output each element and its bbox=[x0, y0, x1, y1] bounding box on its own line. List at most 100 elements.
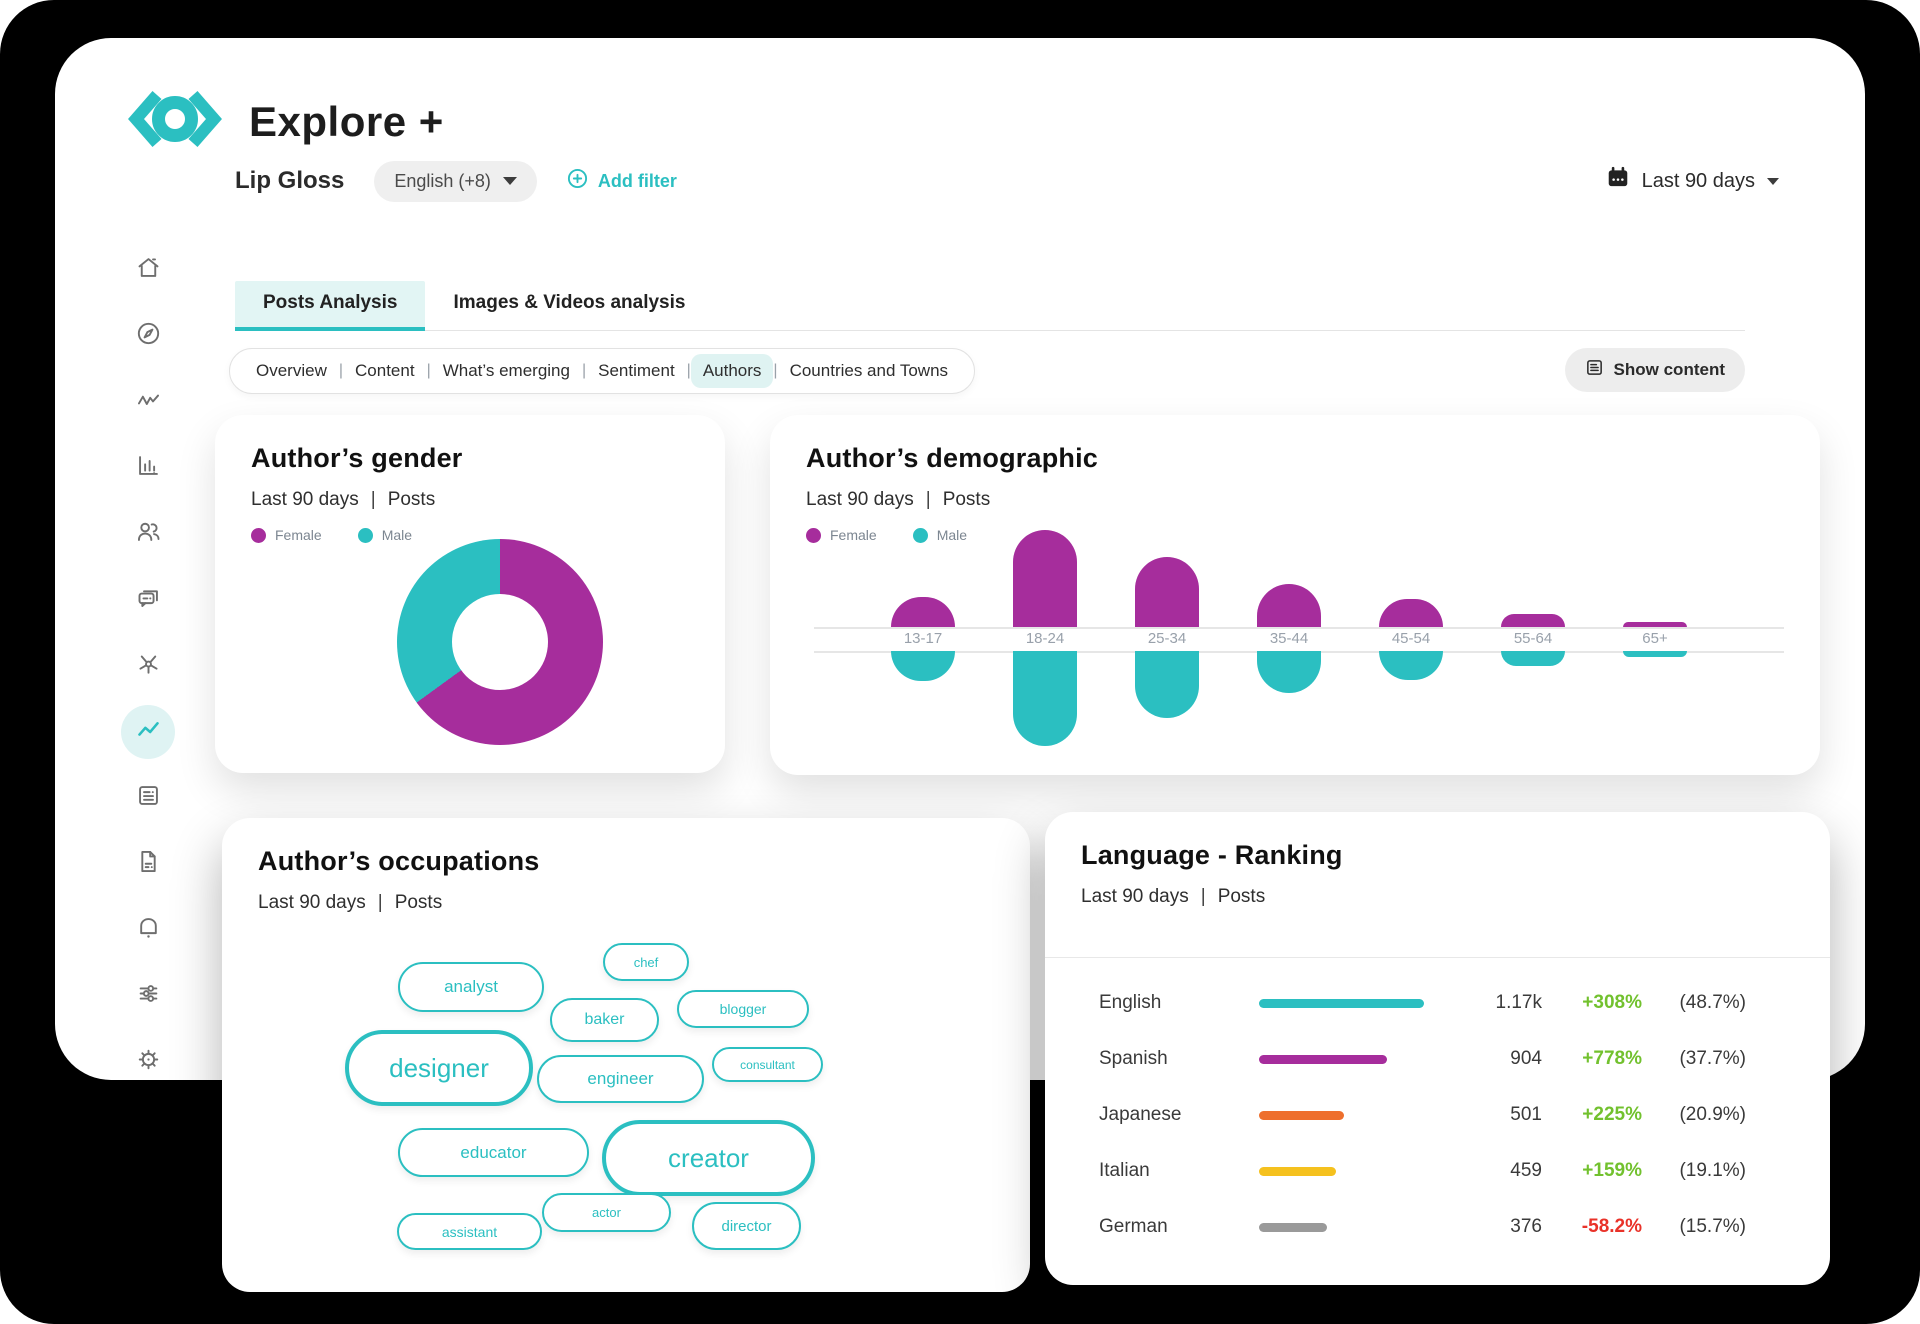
nav-item-whats-emerging[interactable]: What’s emerging bbox=[442, 361, 570, 380]
occupation-tag-analyst[interactable]: analyst bbox=[398, 962, 544, 1012]
sidebar-item-trends[interactable] bbox=[119, 699, 177, 765]
occupation-tag-educator[interactable]: educator bbox=[398, 1128, 589, 1177]
period-label: Last 90 days bbox=[1081, 886, 1189, 907]
male-dot-icon bbox=[357, 527, 373, 543]
demographic-bars: 13-17 18-24 25-34 35-44 45-54 55-64 65+ bbox=[862, 523, 1716, 763]
occupation-tag-creator[interactable]: creator bbox=[602, 1120, 815, 1196]
demo-group-55-64: 55-64 bbox=[1472, 523, 1594, 763]
occupation-tag-director[interactable]: director bbox=[692, 1202, 801, 1250]
change-percent: +159% bbox=[1582, 1160, 1642, 1181]
language-bar-zone bbox=[1259, 1110, 1449, 1120]
users-icon bbox=[135, 518, 162, 550]
language-values: 904 +778% (37.7%) bbox=[1449, 1048, 1830, 1070]
occupation-tag-blogger[interactable]: blogger bbox=[677, 990, 809, 1028]
posts-count: 376 bbox=[1510, 1216, 1542, 1237]
legend-label: Male bbox=[381, 527, 413, 543]
occupation-tag-assistant[interactable]: assistant bbox=[397, 1213, 542, 1250]
add-filter-button[interactable]: Add filter bbox=[567, 168, 677, 194]
metric-label: Posts bbox=[387, 489, 436, 510]
sidebar-item-activity[interactable] bbox=[119, 369, 177, 435]
date-range-dropdown[interactable]: Last 90 days bbox=[1606, 158, 1779, 204]
sidebar-item-home[interactable] bbox=[119, 237, 177, 303]
metric-label: Posts bbox=[394, 892, 443, 913]
tab-images-videos-analysis[interactable]: Images & Videos analysis bbox=[453, 292, 686, 313]
nav-item-countries-towns[interactable]: Countries and Towns bbox=[789, 361, 949, 380]
male-bar bbox=[891, 651, 955, 681]
metric-label: Posts bbox=[942, 489, 991, 510]
legend-label: Male bbox=[936, 527, 968, 543]
plus-circle-icon bbox=[567, 168, 588, 194]
age-label: 35-44 bbox=[1269, 630, 1309, 647]
pulse-icon bbox=[135, 386, 162, 418]
sidebar-item-explore[interactable] bbox=[119, 303, 177, 369]
card-language-ranking: Language - Ranking Last 90 days Posts En… bbox=[1045, 812, 1830, 1285]
sliders-icon bbox=[135, 980, 162, 1012]
sidebar-item-bar-chart[interactable] bbox=[119, 435, 177, 501]
occupation-tag-engineer[interactable]: engineer bbox=[537, 1055, 704, 1103]
female-bar bbox=[891, 597, 955, 627]
language-ranking-list: English 1.17k +308% (48.7%) Spanish 904 +77… bbox=[1045, 975, 1830, 1255]
sidebar-item-notifications[interactable] bbox=[119, 897, 177, 963]
age-label: 25-34 bbox=[1147, 630, 1187, 647]
demo-group-18-24: 18-24 bbox=[984, 523, 1106, 763]
sidebar-item-settings[interactable] bbox=[119, 1029, 177, 1095]
demographic-legend: Female Male bbox=[806, 527, 967, 543]
male-bar bbox=[1501, 651, 1565, 666]
network-icon bbox=[135, 650, 162, 682]
language-bar-zone bbox=[1259, 1166, 1449, 1176]
demographic-chart: 13-17 18-24 25-34 35-44 45-54 55-64 65+ bbox=[800, 523, 1790, 763]
age-label: 13-17 bbox=[903, 630, 943, 647]
period-label: Last 90 days bbox=[258, 892, 366, 913]
language-row-english: English 1.17k +308% (48.7%) bbox=[1045, 975, 1830, 1031]
language-values: 376 -58.2% (15.7%) bbox=[1449, 1216, 1830, 1238]
occupation-tag-actor[interactable]: actor bbox=[542, 1193, 671, 1232]
legend-item-female: Female bbox=[806, 527, 877, 543]
content-list-icon bbox=[1585, 358, 1604, 382]
sidebar-item-documents[interactable] bbox=[119, 831, 177, 897]
language-filter-dropdown[interactable]: English (+8) bbox=[374, 160, 537, 202]
share-percent: (15.7%) bbox=[1679, 1216, 1746, 1237]
age-label: 65+ bbox=[1642, 630, 1668, 647]
language-bar bbox=[1259, 1110, 1344, 1120]
nav-item-content[interactable]: Content bbox=[355, 361, 415, 380]
language-label: Italian bbox=[1099, 1160, 1150, 1181]
legend-label: Female bbox=[275, 527, 322, 543]
nav-item-authors[interactable]: Authors bbox=[690, 354, 774, 388]
sidebar-item-audience[interactable] bbox=[119, 501, 177, 567]
occupation-tag-baker[interactable]: baker bbox=[550, 998, 659, 1042]
posts-count: 501 bbox=[1510, 1104, 1542, 1125]
language-bar-zone bbox=[1259, 998, 1449, 1008]
card-title: Author’s occupations bbox=[258, 846, 540, 876]
language-row-italian: Italian 459 +159% (19.1%) bbox=[1045, 1143, 1830, 1199]
gear-icon bbox=[135, 1046, 162, 1078]
nav-item-overview[interactable]: Overview bbox=[256, 361, 327, 380]
sidebar-item-conversations[interactable] bbox=[119, 567, 177, 633]
language-label: German bbox=[1099, 1216, 1168, 1237]
card-title: Author’s gender bbox=[251, 443, 463, 473]
show-content-label: Show content bbox=[1613, 360, 1725, 379]
occupation-tag-designer[interactable]: designer bbox=[345, 1030, 533, 1106]
article-icon bbox=[135, 782, 162, 814]
separator bbox=[378, 892, 383, 914]
sidebar-item-preferences[interactable] bbox=[119, 963, 177, 1029]
male-bar bbox=[1135, 651, 1199, 718]
date-range-value: Last 90 days bbox=[1641, 169, 1755, 192]
add-filter-label: Add filter bbox=[597, 170, 677, 191]
occupation-tag-chef[interactable]: chef bbox=[603, 943, 689, 981]
tab-posts-analysis[interactable]: Posts Analysis bbox=[235, 281, 426, 331]
nav-item-sentiment[interactable]: Sentiment bbox=[598, 361, 675, 380]
bell-icon bbox=[135, 914, 162, 946]
female-bar bbox=[1013, 530, 1077, 627]
card-subtitle: Last 90 days Posts bbox=[806, 489, 990, 511]
sidebar-item-network[interactable] bbox=[119, 633, 177, 699]
show-content-button[interactable]: Show content bbox=[1564, 348, 1745, 392]
sidebar-item-articles[interactable] bbox=[119, 765, 177, 831]
separator bbox=[773, 362, 777, 380]
language-values: 459 +159% (19.1%) bbox=[1449, 1160, 1830, 1182]
change-percent: +308% bbox=[1582, 992, 1642, 1013]
compass-icon bbox=[135, 320, 162, 352]
occupation-tag-consultant[interactable]: consultant bbox=[712, 1047, 823, 1082]
language-bar bbox=[1259, 998, 1424, 1008]
male-bar bbox=[1379, 651, 1443, 680]
app-logo: Explore + bbox=[123, 90, 444, 153]
